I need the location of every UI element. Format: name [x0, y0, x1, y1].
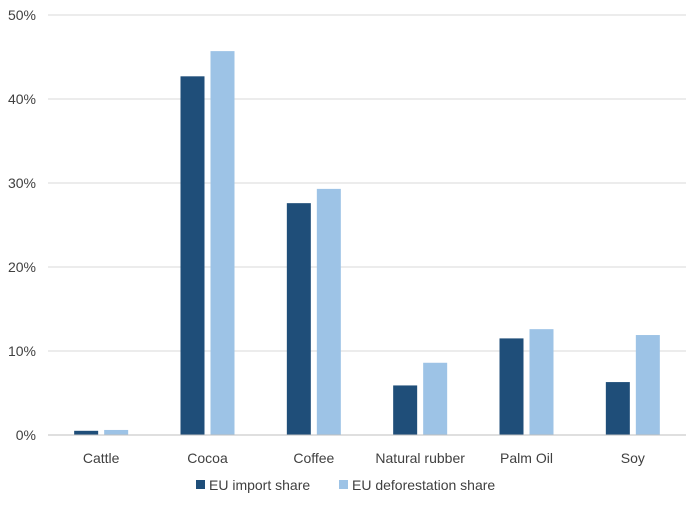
bar — [180, 76, 205, 435]
bar — [74, 430, 99, 435]
bar — [605, 382, 630, 435]
y-tick-label: 10% — [8, 343, 36, 359]
y-tick-label: 50% — [8, 7, 36, 23]
legend-label: EU import share — [209, 477, 310, 493]
x-tick-label: Cattle — [83, 450, 120, 466]
y-tick-label: 0% — [16, 427, 36, 443]
legend-label: EU deforestation share — [352, 477, 495, 493]
x-tick-label: Coffee — [293, 450, 334, 466]
legend-swatch — [339, 480, 348, 489]
bar — [423, 362, 448, 435]
x-tick-label: Palm Oil — [500, 450, 553, 466]
bar — [104, 429, 129, 435]
bar — [210, 51, 235, 436]
y-tick-label: 40% — [8, 91, 36, 107]
legend: EU import share EU deforestation share — [196, 477, 495, 493]
bar — [286, 203, 311, 435]
bar — [393, 385, 418, 435]
y-tick-label: 30% — [8, 175, 36, 191]
gridlines — [48, 14, 686, 352]
y-axis-ticks: 0% 10% 20% 30% 40% 50% — [8, 7, 36, 443]
y-tick-label: 20% — [8, 259, 36, 275]
x-tick-label: Cocoa — [187, 450, 228, 466]
x-axis-ticks: Cattle Cocoa Coffee Natural rubber Palm Oil S… — [83, 450, 645, 466]
bar — [316, 188, 341, 435]
bar — [529, 329, 554, 435]
x-tick-label: Natural rubber — [375, 450, 465, 466]
bar — [635, 335, 660, 435]
bar — [499, 338, 524, 435]
legend-swatch — [196, 480, 205, 489]
bars — [74, 51, 660, 436]
x-tick-label: Soy — [621, 450, 645, 466]
